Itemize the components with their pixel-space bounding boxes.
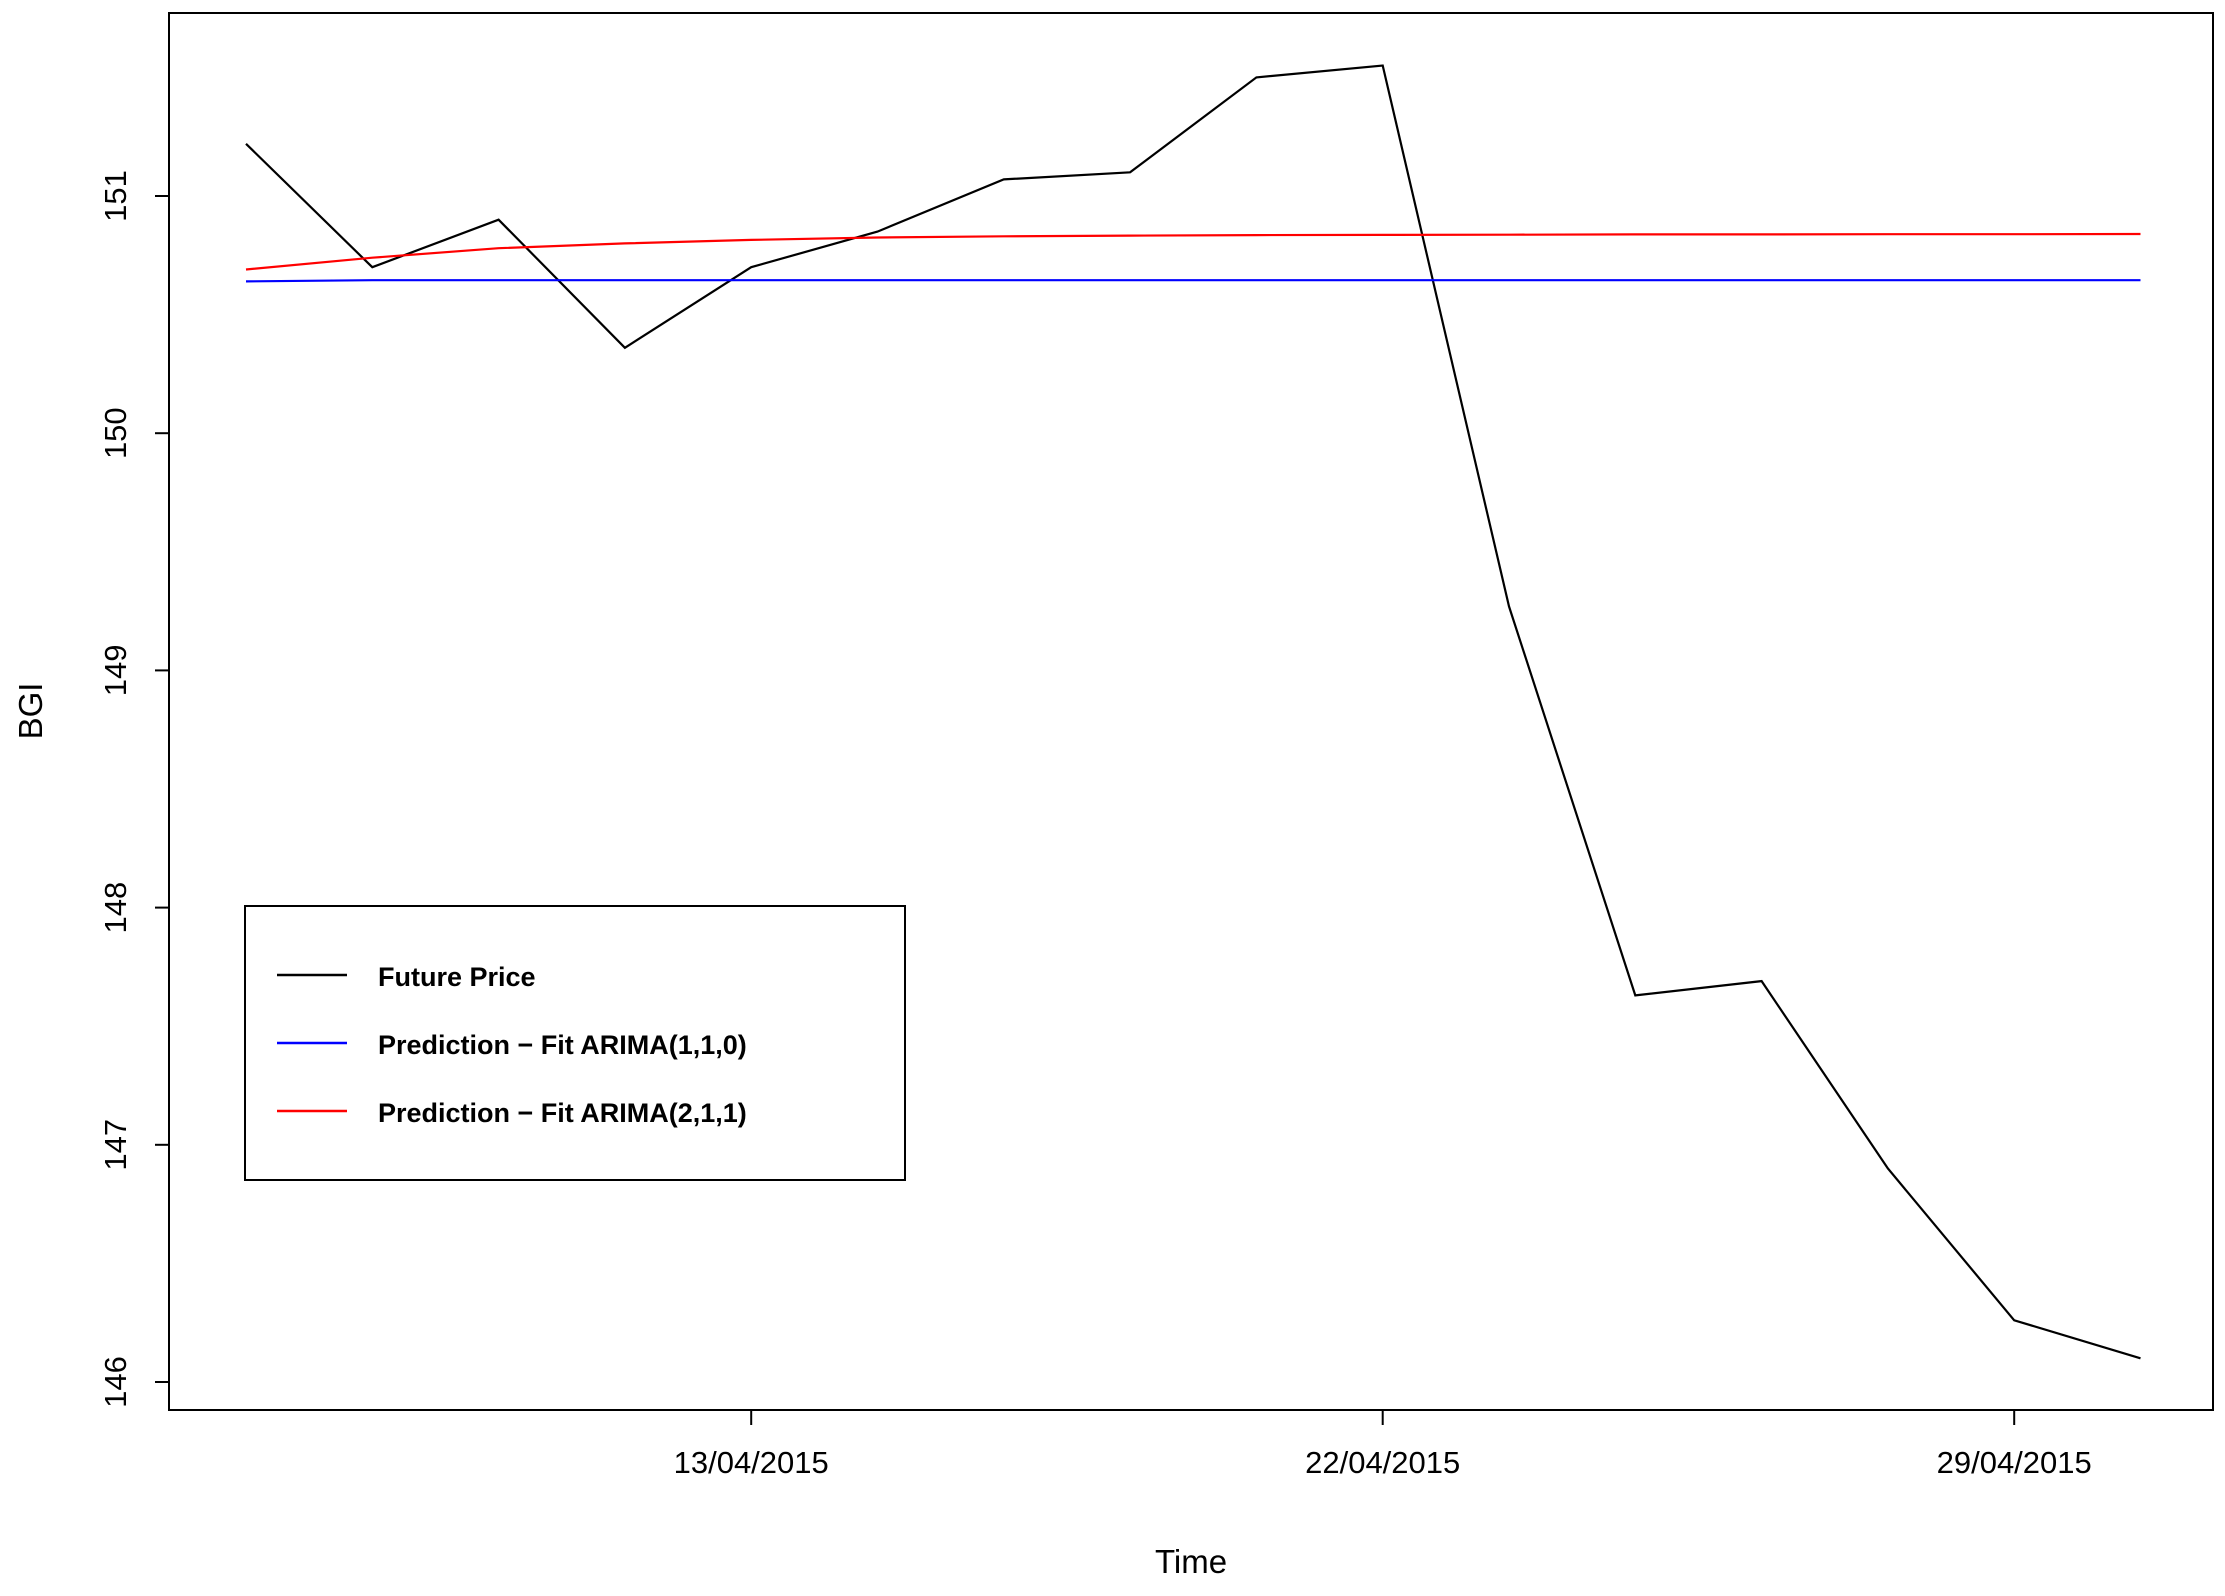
x-axis: 13/04/2015 22/04/2015 29/04/2015: [674, 1409, 2092, 1480]
x-tick-label: 29/04/2015: [1937, 1445, 2092, 1480]
legend-box: [244, 905, 906, 1181]
legend: Future Price Prediction − Fit ARIMA(1,1,0…: [244, 905, 906, 1181]
x-tick-label: 13/04/2015: [674, 1445, 829, 1480]
x-axis-label: Time: [1155, 1543, 1227, 1580]
y-tick-label: 147: [98, 1119, 133, 1171]
y-tick-label: 146: [98, 1356, 133, 1408]
y-tick-label: 148: [98, 882, 133, 934]
legend-label: Prediction − Fit ARIMA(1,1,0): [378, 1030, 747, 1060]
y-tick-label: 151: [98, 170, 133, 222]
legend-label: Future Price: [378, 962, 536, 992]
y-axis-label: BGI: [12, 683, 49, 740]
y-axis: 146 147 148 149 150 151: [98, 170, 170, 1408]
series-line-1: [245, 279, 2141, 283]
legend-label: Prediction − Fit ARIMA(2,1,1): [378, 1098, 747, 1128]
series-lines: [245, 64, 2141, 1360]
y-tick-label: 149: [98, 645, 133, 697]
x-tick-label: 22/04/2015: [1305, 1445, 1460, 1480]
series-line-2: [245, 232, 2141, 271]
y-tick-label: 150: [98, 407, 133, 459]
series-line-0: [245, 64, 2141, 1360]
plot-frame: [168, 12, 2214, 1411]
